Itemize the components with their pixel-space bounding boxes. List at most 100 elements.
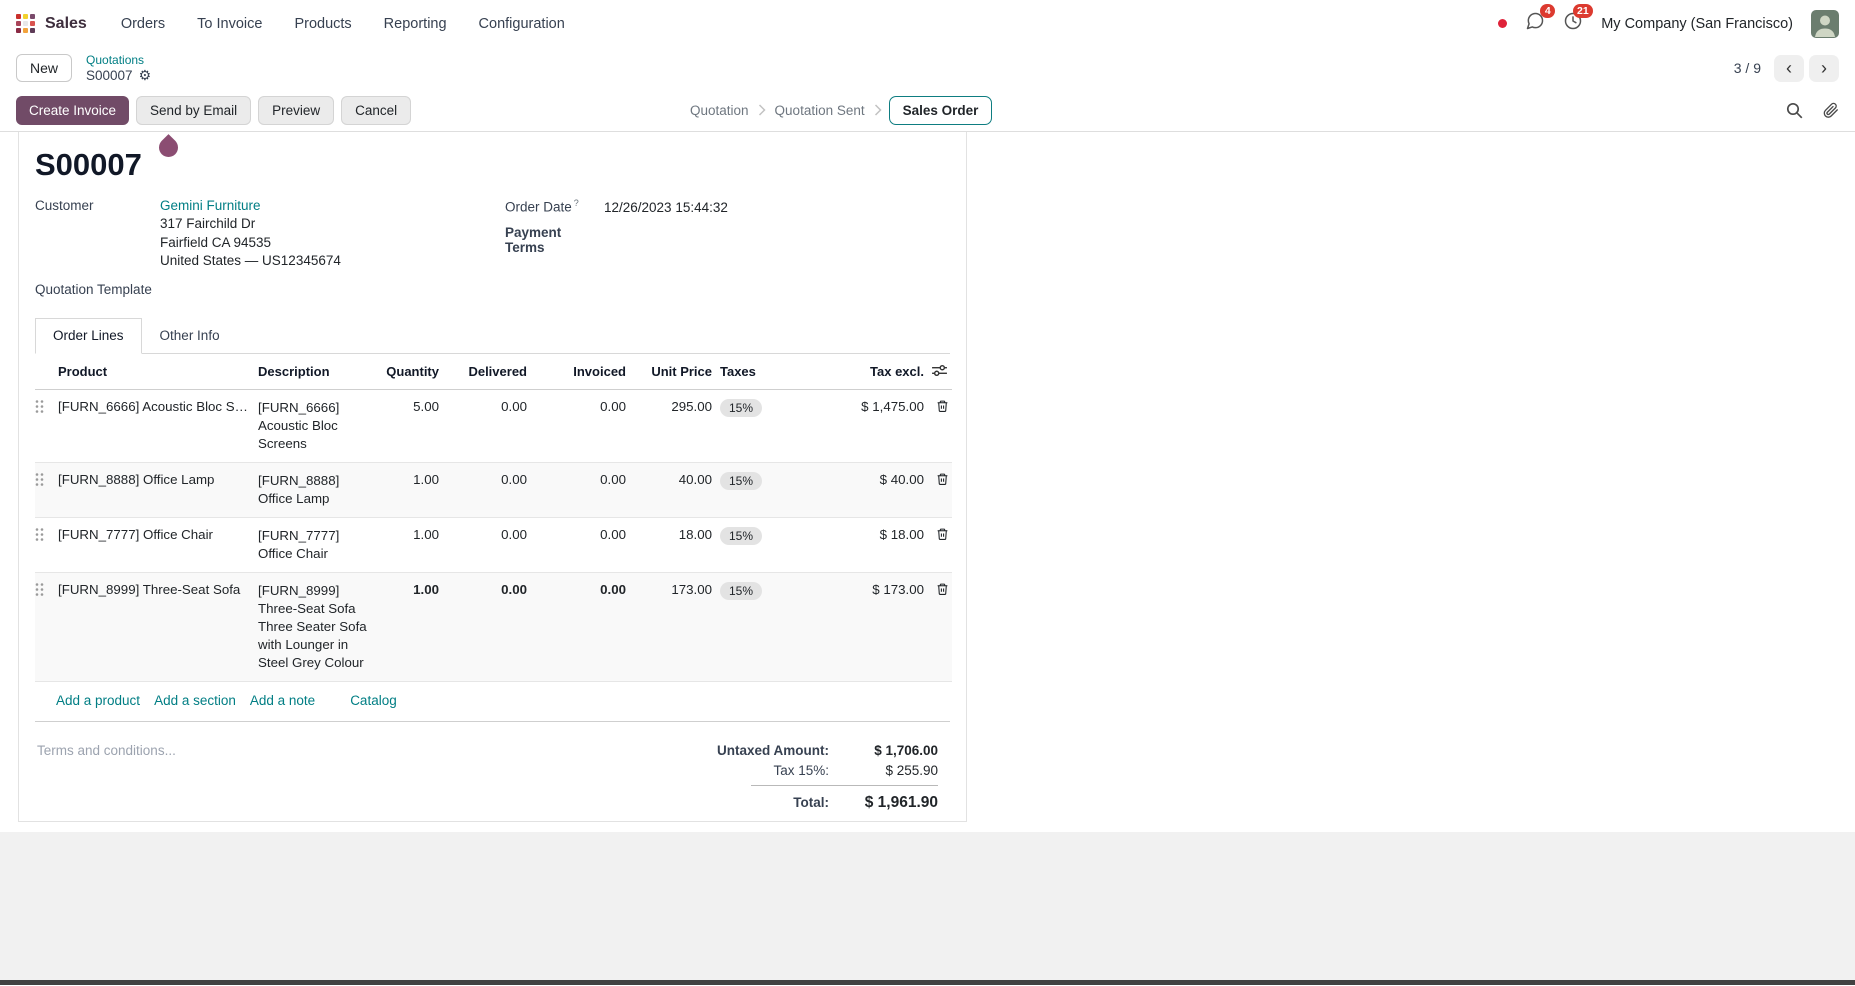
tax-excl-column-header[interactable]: Tax excl.: [799, 354, 928, 390]
status-sales-order[interactable]: Sales Order: [888, 95, 993, 125]
header-fields: Customer Gemini Furniture 317 Fairchild …: [35, 198, 950, 297]
drag-handle-icon[interactable]: [35, 462, 54, 518]
apps-grid-icon[interactable]: [16, 14, 35, 33]
pager-next-button[interactable]: ›: [1809, 54, 1839, 82]
invoiced-cell[interactable]: 0.00: [531, 572, 630, 682]
order-line-row[interactable]: [FURN_6666] Acoustic Bloc Scr… [FURN_666…: [35, 389, 952, 463]
order-date-field[interactable]: 12/26/2023 15:44:32: [604, 199, 728, 215]
description-cell[interactable]: [FURN_7777] Office Chair: [254, 517, 374, 573]
quantity-cell[interactable]: 1.00: [374, 572, 443, 682]
customer-address: 317 Fairchild Dr Fairfield CA 94535 Unit…: [160, 215, 505, 271]
paperclip-icon[interactable]: [1823, 102, 1839, 119]
send-by-email-button[interactable]: Send by Email: [136, 95, 252, 125]
help-icon: ?: [573, 198, 579, 208]
taxes-cell[interactable]: 15%: [716, 517, 799, 573]
add-a-product-link[interactable]: Add a product: [56, 692, 141, 708]
content-area: S00007 Customer Gemini Furniture 317 Fai…: [0, 132, 1855, 832]
catalog-link[interactable]: Catalog: [350, 692, 397, 708]
address-line: Fairfield CA 94535: [160, 234, 272, 250]
top-navbar: Sales Orders To Invoice Products Reporti…: [0, 0, 1855, 47]
order-line-row[interactable]: [FURN_8888] Office Lamp [FURN_8888] Offi…: [35, 462, 952, 518]
unit-price-cell[interactable]: 295.00: [630, 389, 716, 463]
cancel-button[interactable]: Cancel: [341, 95, 412, 125]
taxes-cell[interactable]: 15%: [716, 462, 799, 518]
quantity-cell[interactable]: 1.00: [374, 462, 443, 518]
navbar-right: 4 21 My Company (San Francisco): [1498, 4, 1839, 38]
delivered-cell[interactable]: 0.00: [443, 389, 531, 463]
customer-link[interactable]: Gemini Furniture: [160, 198, 261, 213]
pager-previous-button[interactable]: ‹: [1774, 54, 1804, 82]
totals-block: Untaxed Amount: $ 1,706.00 Tax 15%: $ 25…: [717, 743, 938, 817]
unit-price-cell[interactable]: 40.00: [630, 462, 716, 518]
invoiced-cell[interactable]: 0.00: [531, 389, 630, 463]
status-quotation-sent[interactable]: Quotation Sent: [774, 102, 865, 118]
invoiced-cell[interactable]: 0.00: [531, 462, 630, 518]
menu-orders[interactable]: Orders: [120, 15, 166, 32]
breadcrumb-quotations-link[interactable]: Quotations: [86, 52, 145, 67]
messages-button[interactable]: 4: [1525, 4, 1556, 36]
delivered-cell[interactable]: 0.00: [443, 462, 531, 518]
invoiced-cell[interactable]: 0.00: [531, 517, 630, 573]
delete-row-icon[interactable]: [928, 389, 952, 463]
add-a-note-link[interactable]: Add a note: [249, 692, 316, 708]
chevron-left-icon: ‹: [1786, 57, 1792, 78]
quantity-cell[interactable]: 5.00: [374, 389, 443, 463]
menu-reporting[interactable]: Reporting: [383, 15, 447, 32]
tax-badge: 15%: [720, 581, 763, 600]
optional-columns-icon[interactable]: [928, 354, 952, 390]
order-date-label: Order Date?: [505, 198, 579, 215]
order-line-row[interactable]: [FURN_7777] Office Chair [FURN_7777] Off…: [35, 517, 952, 573]
menu-configuration[interactable]: Configuration: [478, 15, 565, 32]
drag-handle-icon[interactable]: [35, 517, 54, 573]
drag-handle-icon[interactable]: [35, 389, 54, 463]
notification-dot: [1498, 19, 1508, 28]
product-cell[interactable]: [FURN_8888] Office Lamp: [54, 462, 254, 518]
create-invoice-button[interactable]: Create Invoice: [16, 95, 130, 125]
app-brand[interactable]: Sales: [45, 14, 87, 32]
menu-products[interactable]: Products: [294, 15, 352, 32]
unit-price-cell[interactable]: 18.00: [630, 517, 716, 573]
delivered-cell[interactable]: 0.00: [443, 572, 531, 682]
delete-row-icon[interactable]: [928, 462, 952, 518]
menu-to-invoice[interactable]: To Invoice: [197, 15, 263, 32]
description-cell[interactable]: [FURN_8888] Office Lamp: [254, 462, 374, 518]
taxes-cell[interactable]: 15%: [716, 389, 799, 463]
add-a-section-link[interactable]: Add a section: [154, 692, 236, 708]
product-cell[interactable]: [FURN_8999] Three-Seat Sofa: [54, 572, 254, 682]
preview-button[interactable]: Preview: [258, 95, 335, 125]
quantity-column-header[interactable]: Quantity: [374, 354, 443, 390]
status-quotation[interactable]: Quotation: [690, 102, 749, 118]
order-line-row[interactable]: [FURN_8999] Three-Seat Sofa [FURN_8999] …: [35, 572, 952, 682]
product-cell[interactable]: [FURN_7777] Office Chair: [54, 517, 254, 573]
actions-gear-icon[interactable]: ⚙: [138, 67, 152, 83]
taxes-cell[interactable]: 15%: [716, 572, 799, 682]
unit-price-cell[interactable]: 173.00: [630, 572, 716, 682]
description-cell[interactable]: [FURN_6666] Acoustic Bloc Screens: [254, 389, 374, 463]
drag-handle-icon[interactable]: [35, 572, 54, 682]
new-button[interactable]: New: [16, 54, 73, 82]
company-menu[interactable]: My Company (San Francisco): [1601, 15, 1793, 32]
user-avatar[interactable]: [1811, 9, 1839, 38]
left-field-column: Customer Gemini Furniture 317 Fairchild …: [35, 198, 505, 297]
delete-row-icon[interactable]: [928, 572, 952, 682]
terms-and-conditions-field[interactable]: Terms and conditions...: [37, 742, 176, 758]
unit-price-column-header[interactable]: Unit Price: [630, 354, 716, 390]
pager-count: 3 / 9: [1733, 60, 1761, 76]
description-column-header[interactable]: Description: [254, 354, 374, 390]
search-icon[interactable]: [1786, 102, 1803, 119]
activities-button[interactable]: 21: [1563, 4, 1594, 36]
tab-order-lines[interactable]: Order Lines: [35, 317, 142, 354]
taxes-column-header[interactable]: Taxes: [716, 354, 799, 390]
product-cell[interactable]: [FURN_6666] Acoustic Bloc Scr…: [54, 389, 254, 463]
quantity-cell[interactable]: 1.00: [374, 517, 443, 573]
delete-row-icon[interactable]: [928, 517, 952, 573]
delivered-column-header[interactable]: Delivered: [443, 354, 531, 390]
product-column-header[interactable]: Product: [54, 354, 254, 390]
delivered-cell[interactable]: 0.00: [443, 517, 531, 573]
totals-separator: [751, 784, 938, 786]
subtotal-cell: $ 173.00: [799, 572, 928, 682]
invoiced-column-header[interactable]: Invoiced: [531, 354, 630, 390]
customer-label: Customer: [35, 198, 94, 213]
description-cell[interactable]: [FURN_8999] Three-Seat Sofa Three Seater …: [254, 572, 374, 682]
tab-other-info[interactable]: Other Info: [159, 327, 220, 343]
